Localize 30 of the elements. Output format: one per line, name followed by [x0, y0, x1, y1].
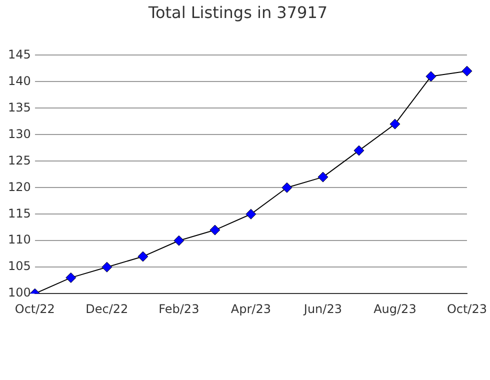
- x-tick-label: Dec/22: [86, 302, 128, 316]
- y-tick-label: 140: [8, 74, 31, 88]
- point: [138, 251, 148, 262]
- y-tick-label: 105: [8, 259, 31, 274]
- point: [210, 224, 220, 236]
- point: [282, 182, 292, 193]
- y-tick-label: 110: [8, 232, 31, 247]
- point: [246, 208, 256, 220]
- y-tick-label: 125: [8, 153, 31, 168]
- y-tick-label: 115: [8, 206, 31, 220]
- point: [354, 145, 364, 156]
- point: [66, 272, 76, 283]
- point: [462, 66, 472, 76]
- x-tick-label: Oct/22: [14, 302, 55, 316]
- x-tick-label: Oct/23: [446, 302, 487, 316]
- x-tick-label: Jun/23: [302, 302, 342, 316]
- point: [426, 71, 436, 82]
- y-tick-label: 130: [8, 126, 31, 141]
- y-tick-label: 135: [8, 100, 31, 114]
- point: [390, 118, 400, 130]
- x-tick-label: Apr/23: [230, 302, 271, 316]
- point: [318, 172, 328, 182]
- x-tick-label: Aug/23: [374, 302, 416, 316]
- x-tick-label: Feb/23: [158, 302, 200, 316]
- point: [102, 262, 112, 272]
- y-tick-label: 145: [8, 47, 31, 62]
- y-tick-label: 100: [8, 286, 31, 300]
- y-tick-label: 120: [8, 180, 31, 194]
- chart-title: Total Listings in 37917: [147, 2, 328, 22]
- point: [174, 235, 184, 246]
